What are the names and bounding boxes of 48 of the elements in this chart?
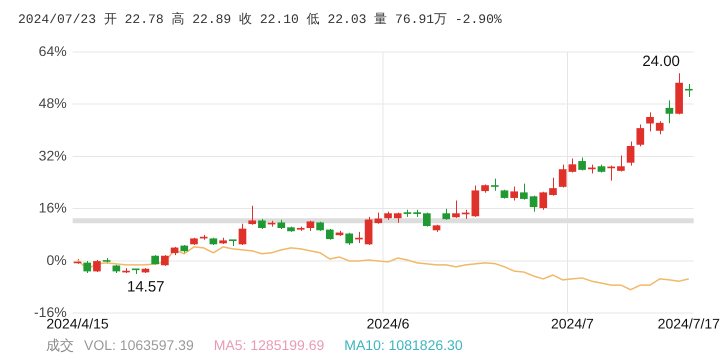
candlestick [520, 183, 528, 200]
candlestick [161, 254, 169, 266]
candlestick [568, 158, 576, 173]
annotation: 14.57 [126, 278, 165, 296]
candlestick [93, 259, 101, 273]
x-tick-label: 2024/7/17 [658, 315, 720, 332]
y-tick-label: 16% [38, 200, 67, 216]
candlestick [442, 208, 450, 220]
candlestick [423, 212, 431, 228]
candlestick [374, 212, 382, 224]
candlestick [666, 100, 674, 124]
candlestick [238, 223, 246, 246]
candlestick [151, 254, 159, 266]
text: 成交 [46, 337, 74, 353]
candlestick [258, 218, 266, 230]
y-tick-label: 32% [38, 147, 67, 164]
candlestick [626, 140, 634, 166]
candlestick [345, 232, 354, 246]
candlestick [646, 112, 654, 132]
candlestick [549, 177, 557, 196]
chart-title: 2024/07/23 开 22.78 高 22.89 收 22.10 低 22.03 量 76.91万 -2.90% [18, 11, 502, 28]
candlestick [530, 195, 538, 212]
text: VOL: 1063597.39 [84, 337, 194, 353]
candlestick [558, 164, 567, 188]
candlestick [248, 205, 256, 226]
candlestick [510, 186, 518, 202]
candlestick [578, 156, 586, 172]
y-tick-label: 48% [38, 95, 67, 112]
candlestick [394, 212, 402, 224]
candlestick [306, 220, 314, 232]
candlestick [490, 178, 499, 192]
candlestick [462, 209, 470, 220]
candlestick [277, 219, 286, 230]
candlestick [326, 228, 334, 240]
x-tick-label: 2024/7 [550, 315, 594, 332]
candlestick [656, 120, 664, 135]
x-tick-label: 2024/6 [366, 315, 410, 332]
candlestick [617, 155, 625, 172]
candlestick [636, 124, 644, 147]
candlestick [83, 260, 92, 274]
text: MA10: 1081826.30 [344, 337, 463, 353]
candlestick [539, 191, 548, 210]
candlestick [316, 221, 324, 232]
y-tick-label: 64% [38, 42, 67, 59]
annotation: 24.00 [642, 52, 680, 70]
candlestick [452, 200, 460, 218]
text: MA5: 1285199.69 [214, 337, 324, 353]
y-tick-label: 0% [46, 252, 67, 268]
